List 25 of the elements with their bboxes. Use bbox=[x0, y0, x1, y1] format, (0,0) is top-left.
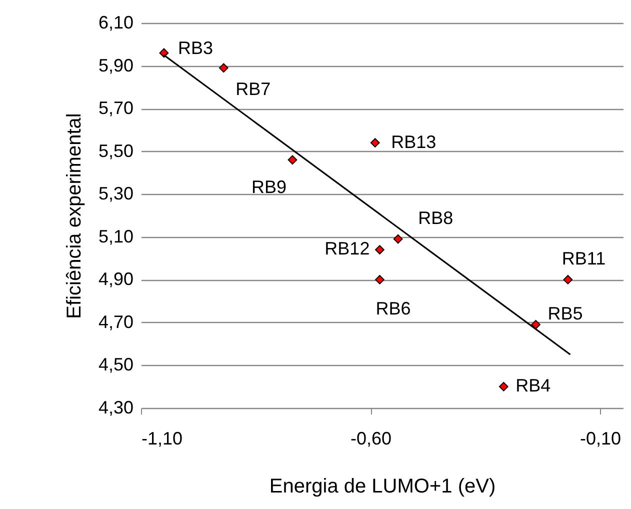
annotation: RB5 bbox=[548, 304, 583, 324]
y-tick-label: 5,50 bbox=[98, 140, 134, 161]
annotation: RB11 bbox=[562, 248, 606, 269]
y-axis-title: Eficiência experimental bbox=[63, 113, 86, 319]
y-tick-label: 4,90 bbox=[98, 269, 134, 290]
y-tick-label: 5,10 bbox=[98, 226, 134, 246]
y-tick-label: 6,10 bbox=[98, 12, 134, 32]
annotation: RB3 bbox=[178, 38, 213, 58]
x-tick-label: -0,10 bbox=[580, 428, 622, 448]
y-tick-label: 5,90 bbox=[98, 55, 134, 76]
x-tick-label: -1,10 bbox=[142, 428, 183, 448]
annotation: RB12 bbox=[324, 238, 370, 259]
annotation: RB7 bbox=[236, 78, 271, 99]
y-tick-label: 5,30 bbox=[98, 184, 134, 204]
annotation: RB8 bbox=[418, 208, 454, 228]
y-tick-label: 4,70 bbox=[98, 312, 134, 332]
annotation: RB13 bbox=[391, 132, 436, 152]
annotation: RB6 bbox=[376, 298, 411, 319]
x-tick-label: -0,60 bbox=[350, 428, 392, 448]
x-axis-title: Energia de LUMO+1 (eV) bbox=[269, 476, 496, 498]
y-tick-label: 4,50 bbox=[98, 354, 134, 375]
y-tick-label: 4,30 bbox=[98, 398, 134, 418]
annotation: RB9 bbox=[251, 176, 286, 197]
annotation: RB4 bbox=[516, 376, 551, 396]
y-tick-label: 5,70 bbox=[98, 98, 134, 118]
